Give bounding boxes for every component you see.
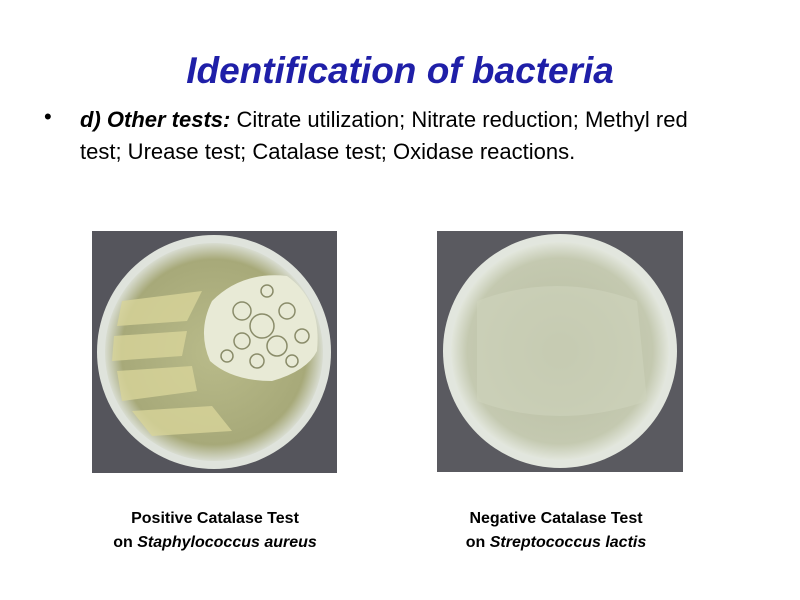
caption-line: on Streptococcus lactis bbox=[406, 531, 706, 555]
caption-line: Positive Catalase Test bbox=[131, 510, 299, 527]
bullet-dot: • bbox=[44, 104, 52, 129]
positive-plate-photo bbox=[92, 231, 337, 473]
negative-plate-photo bbox=[437, 231, 683, 472]
caption-line: Negative Catalase Test bbox=[469, 510, 643, 527]
species: Staphylococcus aureus bbox=[137, 534, 317, 551]
caption-line: on Staphylococcus aureus bbox=[65, 531, 365, 555]
species: Streptococcus lactis bbox=[489, 534, 647, 551]
bullet-text: d) Other tests: Citrate utilization; Nit… bbox=[80, 104, 720, 168]
caption-positive: Positive Catalase Test on Staphylococcus… bbox=[65, 507, 365, 555]
caption-prefix: on bbox=[465, 534, 486, 551]
caption-prefix: on bbox=[113, 534, 133, 551]
caption-negative: Negative Catalase Test on Streptococcus … bbox=[406, 507, 706, 555]
slide-title: Identification of bacteria bbox=[186, 50, 614, 91]
bullet-label: d) Other tests: bbox=[80, 107, 231, 132]
bullet-body: Citrate utilization; Nitrate reduction; … bbox=[80, 107, 688, 164]
